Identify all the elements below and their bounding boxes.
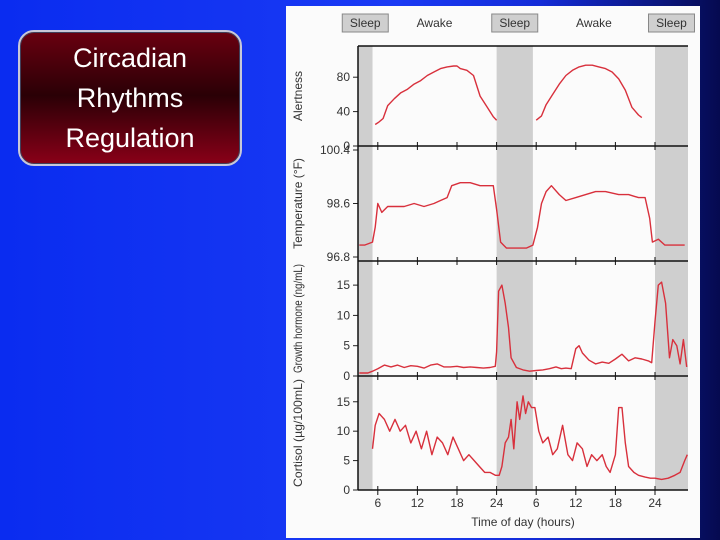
y-tick-label: 5 [343,339,350,353]
y-tick-label: 0 [343,369,350,383]
y-tick-label: 96.8 [327,250,351,264]
x-tick-label: 12 [569,496,583,510]
y-tick-label: 0 [343,483,350,497]
y-tick-label: 98.6 [327,197,351,211]
sleep-banner-label: Sleep [350,16,381,30]
sleep-banner-box [491,13,539,33]
series-line [535,64,643,121]
slide-title-line-2: Rhythms [76,83,184,113]
series-line [359,181,685,249]
y-tick-label: 5 [343,454,350,468]
y-axis-title: Growth hormone (ng/mL) [291,264,305,373]
circadian-chart: Sleep Awake Sleep Awake Sleep 0 40 80 Alertness 9… [291,13,695,529]
x-tick-label: 24 [648,496,662,510]
awake-banner-label: Awake [576,16,612,30]
y-axis-title: Cortisol (µg/100mL) [291,379,305,487]
x-axis-title: Time of day (hours) [471,515,575,529]
y-tick-label: 0 [343,139,350,153]
series-line [359,281,688,374]
y-tick-label: 15 [337,278,351,292]
slide-title-box: Circadian Rhythms Regulation [18,30,242,166]
y-axis-title: Alertness [291,71,305,121]
series-line [374,65,498,126]
x-tick-label: 18 [609,496,623,510]
sleep-shade-band [358,46,373,490]
x-tick-label: 24 [490,496,504,510]
slide-title-line-1: Circadian [72,43,188,73]
y-tick-label: 100.4 [320,143,350,157]
sleep-banner-box [648,13,695,33]
sleep-shade-band [496,46,533,490]
sleep-shade-band [655,46,688,490]
awake-banner-label: Awake [417,16,453,30]
circadian-chart-figure: Sleep Awake Sleep Awake Sleep 0 40 80 Alertness 9… [286,6,700,538]
y-tick-label: 10 [337,308,351,322]
y-tick-label: 40 [337,105,351,119]
y-tick-label: 80 [337,70,351,84]
y-axis-title: Temperature (°F) [291,158,305,249]
slide-title-line-3: Regulation [65,123,195,153]
x-tick-label: 12 [411,496,425,510]
sleep-banner-label: Sleep [656,16,687,30]
sleep-banner-box [341,13,389,33]
x-tick-label: 6 [374,496,381,510]
series-line [371,395,688,481]
x-tick-label: 18 [450,496,464,510]
y-tick-label: 10 [337,424,351,438]
x-tick-label: 6 [533,496,540,510]
y-tick-label: 15 [337,395,351,409]
sleep-banner-label: Sleep [499,16,530,30]
